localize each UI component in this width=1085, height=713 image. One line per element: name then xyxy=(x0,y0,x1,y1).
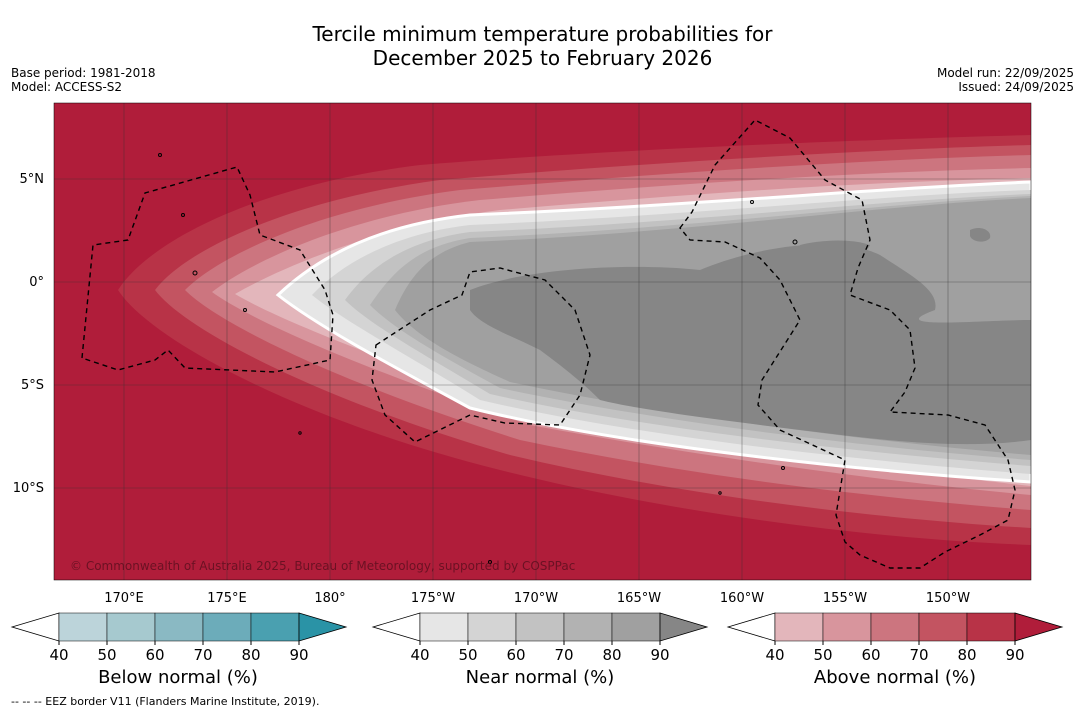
colorbar-segment xyxy=(154,612,204,642)
colorbar-segment xyxy=(611,612,661,642)
title-line-1: Tercile minimum temperature probabilitie… xyxy=(312,22,773,46)
colorbar-max-extend xyxy=(659,612,709,642)
island xyxy=(158,153,162,157)
map-plot-area: © Commonwealth of Australia 2025, Bureau… xyxy=(54,103,1031,580)
island xyxy=(781,466,785,470)
colorbar-segment xyxy=(58,612,108,642)
colorbar-segment xyxy=(250,612,300,642)
island xyxy=(192,270,198,276)
island xyxy=(750,200,754,204)
colorbar-above-label: Above normal (%) xyxy=(813,667,977,688)
colorbar-segment xyxy=(822,612,872,642)
colorbar-segment xyxy=(467,612,517,642)
colorbar-max-extend xyxy=(1014,612,1064,642)
colorbar-max-extend xyxy=(298,612,348,642)
colorbar-below-label: Below normal (%) xyxy=(98,667,258,688)
lon-label: 175°W xyxy=(411,591,455,606)
colorbar-min-extend xyxy=(10,612,60,642)
colorbar-segment xyxy=(106,612,156,642)
colorbar-tick-label: 90 xyxy=(289,646,308,664)
meta-left: Base period: 1981-2018 Model: ACCESS-S2 xyxy=(11,66,156,94)
colorbar-tick-label: 50 xyxy=(97,646,116,664)
colorbar-near: 40 50 60 70 80 90 xyxy=(371,612,709,664)
colorbar-segment xyxy=(918,612,968,642)
lat-label: 10°S xyxy=(13,481,44,496)
island xyxy=(243,308,247,312)
lon-labels: 170°E 175°E 180° 175°W 170°W 165°W 160°W… xyxy=(104,591,970,606)
lat-label: 5°N xyxy=(20,172,45,187)
lon-label: 170°E xyxy=(104,591,144,606)
colorbar-tick-label: 60 xyxy=(506,646,525,664)
colorbar-tick-label: 40 xyxy=(49,646,68,664)
island xyxy=(488,560,492,564)
island xyxy=(181,213,185,217)
eez-central xyxy=(371,267,591,443)
colorbar-tick-label: 40 xyxy=(410,646,429,664)
issued-date: Issued: 24/09/2025 xyxy=(958,80,1074,94)
colorbar-tick-label: 80 xyxy=(241,646,260,664)
eez-west xyxy=(81,166,334,373)
colorbar-tick-label: 40 xyxy=(765,646,784,664)
lat-label: 0° xyxy=(29,275,44,290)
colorbar-segment xyxy=(202,612,252,642)
colorbar-segment xyxy=(515,612,565,642)
eez-borders xyxy=(81,119,1016,569)
footnote: -- -- -- EEZ border V11 (Flanders Marine… xyxy=(11,695,320,708)
colorbar-segment xyxy=(563,612,613,642)
colorbar-below: 40 50 60 70 80 90 xyxy=(10,612,348,664)
colorbar-segment xyxy=(966,612,1016,642)
lon-label: 150°W xyxy=(926,591,970,606)
title-line-2: December 2025 to February 2026 xyxy=(372,46,713,70)
meta-right: Model run: 22/09/2025 Issued: 24/09/2025 xyxy=(937,66,1074,94)
colorbar-tick-label: 70 xyxy=(554,646,573,664)
colorbar-min-extend xyxy=(726,612,776,642)
colorbar-tick-label: 50 xyxy=(813,646,832,664)
lat-label: 5°S xyxy=(21,378,44,393)
colorbar-tick-label: 60 xyxy=(861,646,880,664)
islands xyxy=(158,153,798,564)
colorbar-tick-label: 70 xyxy=(909,646,928,664)
colorbar-segment xyxy=(774,612,824,642)
near-90-patch xyxy=(970,227,991,242)
colorbar-segment xyxy=(870,612,920,642)
colorbar-near-label: Near normal (%) xyxy=(465,667,615,688)
lon-grid xyxy=(123,103,949,580)
island xyxy=(718,491,722,495)
colorbar-tick-label: 80 xyxy=(602,646,621,664)
model-run: Model run: 22/09/2025 xyxy=(936,66,1074,80)
colorbar-tick-label: 60 xyxy=(145,646,164,664)
lon-label: 155°W xyxy=(823,591,867,606)
lon-label: 160°W xyxy=(720,591,764,606)
colorbar-tick-label: 50 xyxy=(458,646,477,664)
colorbar-tick-label: 70 xyxy=(193,646,212,664)
colorbar-tick-label: 90 xyxy=(650,646,669,664)
island xyxy=(298,431,302,435)
lon-label: 170°W xyxy=(514,591,558,606)
lat-grid xyxy=(54,178,1031,489)
map-frame xyxy=(53,102,1032,581)
colorbar-tick-label: 80 xyxy=(957,646,976,664)
eez-east-upper xyxy=(679,119,1016,569)
colorbar-above: 40 50 60 70 80 90 xyxy=(726,612,1064,664)
lon-label: 165°W xyxy=(617,591,661,606)
colorbar-segment xyxy=(419,612,469,642)
lat-labels: 5°N 0° 5°S 10°S xyxy=(13,172,44,496)
island xyxy=(792,239,798,245)
colorbar-min-extend xyxy=(371,612,421,642)
copyright: © Commonwealth of Australia 2025, Bureau… xyxy=(70,559,575,573)
lon-label: 175°E xyxy=(207,591,247,606)
near-90-core xyxy=(470,244,1031,445)
near-90-patch-2 xyxy=(800,240,870,260)
model-name: Model: ACCESS-S2 xyxy=(11,80,123,94)
base-period: Base period: 1981-2018 xyxy=(11,66,156,80)
chart-title: Tercile minimum temperature probabilitie… xyxy=(0,22,1085,70)
colorbar-tick-label: 90 xyxy=(1005,646,1024,664)
lon-label: 180° xyxy=(314,591,345,606)
